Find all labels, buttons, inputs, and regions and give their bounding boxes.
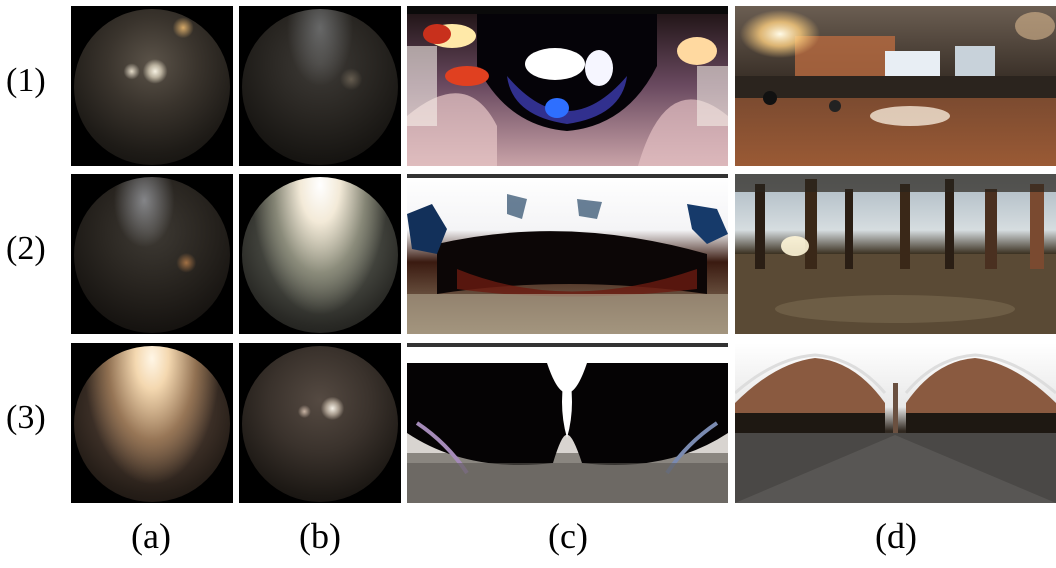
row-label-2: (2) [6, 229, 58, 269]
environment-map-ground-truth-1d [735, 6, 1056, 166]
environment-map-ground-truth-2d [735, 174, 1056, 334]
environment-map-estimate-3c [407, 343, 728, 503]
column-label-b: (b) [280, 514, 360, 558]
sphere-render-3b [239, 343, 401, 503]
environment-map-estimate-2c [407, 174, 728, 334]
sphere-render-2b [239, 174, 401, 334]
environment-map-ground-truth-3d [735, 343, 1056, 503]
column-label-a: (a) [111, 514, 191, 558]
sphere-render-1a [71, 6, 233, 166]
sphere-render-3a [71, 343, 233, 503]
sphere-render-2a [71, 174, 233, 334]
row-label-1: (1) [6, 61, 58, 101]
environment-map-estimate-1c [407, 6, 728, 166]
sphere-render-1b [239, 6, 401, 166]
row-label-3: (3) [6, 398, 58, 438]
column-label-c: (c) [528, 514, 608, 558]
column-label-d: (d) [856, 514, 936, 558]
